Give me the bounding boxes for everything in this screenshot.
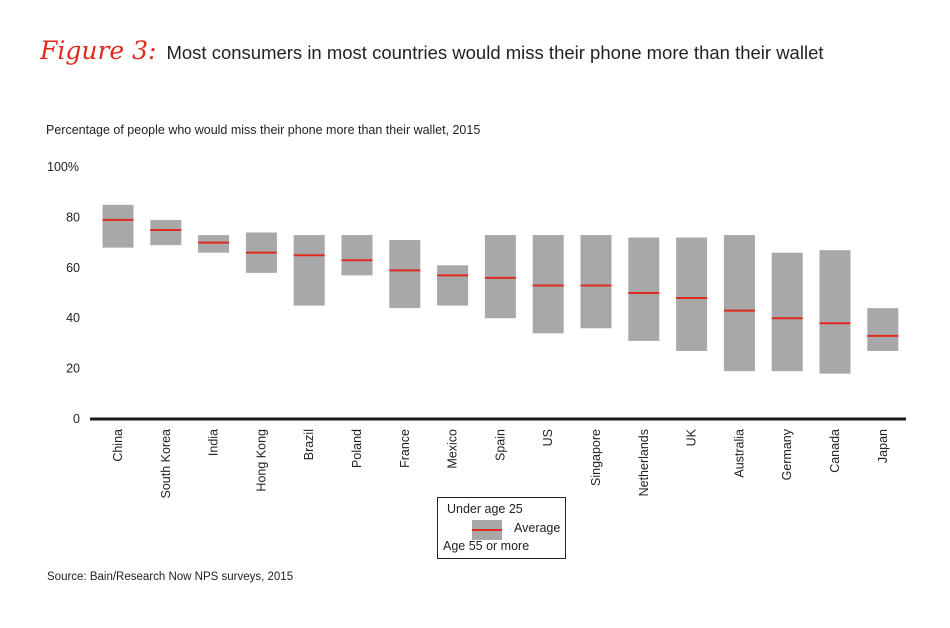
legend-average-line	[472, 529, 502, 531]
category-label: India	[207, 429, 221, 456]
range-bar	[580, 235, 612, 329]
range-bar	[150, 219, 182, 246]
title-row: Figure 3: Most consumers in most countri…	[40, 36, 824, 65]
category-label: Singapore	[589, 429, 603, 486]
category-label: Netherlands	[637, 429, 651, 496]
range-bar	[198, 235, 230, 253]
range-bar	[676, 237, 708, 351]
category-label: Australia	[732, 429, 746, 478]
range-bar	[819, 250, 851, 374]
chart-subtitle: Percentage of people who would miss thei…	[46, 123, 481, 137]
legend-55-plus-label: Age 55 or more	[443, 539, 530, 553]
y-tick-label: 80	[66, 210, 80, 224]
range-bar	[389, 240, 421, 309]
range-bar	[484, 235, 516, 319]
range-bar	[771, 252, 803, 372]
category-label: UK	[685, 428, 699, 446]
category-label: Japan	[876, 429, 890, 463]
category-label: Germany	[780, 428, 794, 480]
category-label: Poland	[350, 429, 364, 468]
range-bar	[628, 237, 660, 341]
range-bar	[867, 308, 899, 351]
category-label: Spain	[493, 429, 507, 461]
range-bar	[341, 235, 373, 276]
legend-under-25-label: Under age 25	[447, 502, 523, 516]
legend: Under age 25 Average Age 55 or more	[437, 497, 566, 559]
y-tick-label: 40	[66, 311, 80, 325]
source-note: Source: Bain/Research Now NPS surveys, 2…	[47, 571, 294, 583]
y-tick-label: 60	[66, 261, 80, 275]
category-label: Hong Kong	[254, 429, 268, 492]
y-tick-label: 0	[73, 412, 80, 426]
y-tick-label: 100%	[47, 160, 79, 174]
category-label: Canada	[828, 429, 842, 473]
range-bar	[293, 235, 325, 306]
range-bar	[102, 204, 134, 248]
figure-label: Figure 3:	[40, 36, 157, 65]
range-bar	[532, 235, 564, 334]
legend-average-label: Average	[514, 521, 561, 535]
chart-title: Most consumers in most countries would m…	[166, 42, 824, 63]
legend-range-swatch	[472, 520, 502, 540]
category-label: South Korea	[159, 429, 173, 499]
range-bar	[723, 235, 755, 372]
category-label: France	[398, 429, 412, 468]
y-tick-label: 20	[66, 362, 80, 376]
category-label: China	[111, 429, 125, 462]
category-label: Mexico	[446, 429, 460, 469]
range-bar	[437, 265, 469, 306]
category-label: Brazil	[302, 429, 316, 460]
category-label: US	[541, 429, 555, 446]
